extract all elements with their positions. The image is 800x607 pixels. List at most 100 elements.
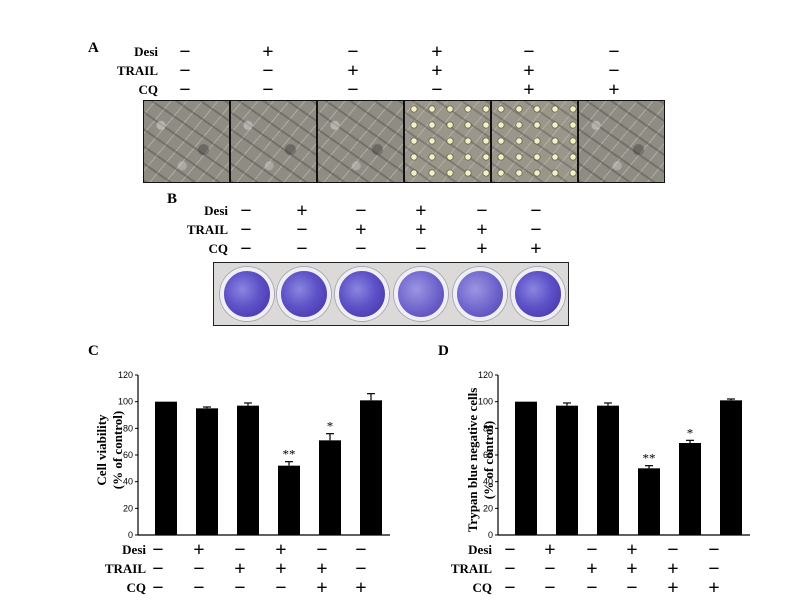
panel-d-cq-sign-5: + <box>667 577 679 599</box>
panel-c-bar-1 <box>155 401 177 535</box>
panel-c-trail-label: TRAIL <box>104 561 146 576</box>
panel-c-trail-sign-6: − <box>355 558 367 580</box>
panel-a-trail-sign-5: + <box>523 60 535 82</box>
panel-d-cq-sign-4: − <box>626 577 638 599</box>
panel-c-ytick-label-120: 120 <box>118 370 133 380</box>
well-4 <box>394 267 448 321</box>
panel-c-desi-sign-2: + <box>193 539 205 561</box>
panel-b-cq-sign-4: − <box>415 238 427 260</box>
panel-c-bar-6 <box>360 400 382 535</box>
panel-c-cq-sign-1: − <box>152 577 164 599</box>
panel-d-trail-label: TRAIL <box>450 561 492 576</box>
panel-c-bar-4 <box>278 465 300 535</box>
panel-a-trail-sign-3: + <box>347 60 359 82</box>
panel-b-trail-sign-4: + <box>415 219 427 241</box>
panel-d-ytick-label-100: 100 <box>478 397 493 407</box>
panel-c-trail-sign-4: + <box>275 558 287 580</box>
panel-c-desi-sign-5: − <box>316 539 328 561</box>
panel-c-significance-4: ** <box>283 447 296 462</box>
panel-d-ytick-label-80: 80 <box>483 423 493 433</box>
panel-d-desi-sign-5: − <box>667 539 679 561</box>
panel-c-trail-sign-5: + <box>316 558 328 580</box>
panel-c-significance-5: * <box>327 419 334 434</box>
panel-a-trail-sign-1: − <box>179 60 191 82</box>
panel-b-desi-sign-3: − <box>355 200 367 222</box>
panel-d-ytick-label-40: 40 <box>483 477 493 487</box>
panel-d-desi-sign-4: + <box>626 539 638 561</box>
panel-b-cq-sign-5: + <box>476 238 488 260</box>
panel-d-cq-sign-6: + <box>708 577 720 599</box>
panel-d-trail-sign-2: − <box>544 558 556 580</box>
panel-c-bar-2 <box>196 408 218 535</box>
panel-c-trail-sign-1: − <box>152 558 164 580</box>
panel-d-ytick-label-0: 0 <box>488 530 493 540</box>
panel-d-cq-sign-3: − <box>586 577 598 599</box>
panel-b-desi-sign-2: + <box>296 200 308 222</box>
panel-a-desi-sign-6: − <box>608 41 620 63</box>
panel-b-desi-label: Desi <box>204 203 228 218</box>
panel-b-desi-sign-6: − <box>530 200 542 222</box>
panel-c-ylabel-line1: Cell viability <box>94 414 109 486</box>
panel-a-desi-sign-2: + <box>262 41 274 63</box>
well-1 <box>220 267 274 321</box>
panel-a-trail-label: TRAIL <box>116 63 158 78</box>
panel-d-desi-sign-3: − <box>586 539 598 561</box>
micrograph-5 <box>491 100 578 183</box>
panel-d-trail-sign-4: + <box>626 558 638 580</box>
panel-c-desi-label: Desi <box>122 542 146 557</box>
panel-c-desi-sign-1: − <box>152 539 164 561</box>
panel-d-trail-sign-6: − <box>708 558 720 580</box>
panel-d-cq-sign-1: − <box>504 577 516 599</box>
panel-a-desi-label: Desi <box>134 44 158 59</box>
panel-c-ytick-label-0: 0 <box>128 530 133 540</box>
panel-d-letter: D <box>438 343 449 359</box>
panel-b-trail-sign-3: + <box>355 219 367 241</box>
panel-b-cq-label: CQ <box>208 241 229 256</box>
panel-c-ytick-label-80: 80 <box>123 423 133 433</box>
panel-a-cq-sign-1: − <box>179 79 191 101</box>
panel-b-trail-sign-1: − <box>240 219 252 241</box>
panel-b-desi-sign-1: − <box>240 200 252 222</box>
panel-c-ytick-label-20: 20 <box>123 503 133 513</box>
micrograph-6 <box>578 100 665 183</box>
panel-b-desi-sign-4: + <box>415 200 427 222</box>
panel-d-desi-sign-1: − <box>504 539 516 561</box>
panel-c-cq-sign-5: + <box>316 577 328 599</box>
panel-c-bar-5 <box>319 440 341 535</box>
well-3 <box>335 267 389 321</box>
panel-c-letter: C <box>88 343 99 359</box>
panel-c-trail-sign-2: − <box>193 558 205 580</box>
well-5 <box>453 267 507 321</box>
panel-c-cq-sign-4: − <box>275 577 287 599</box>
panel-b-cq-sign-3: − <box>355 238 367 260</box>
panel-c-ytick-label-40: 40 <box>123 477 133 487</box>
panel-c-desi-sign-6: − <box>355 539 367 561</box>
panel-b-desi-sign-5: − <box>476 200 488 222</box>
panel-a-cq-sign-4: − <box>431 79 443 101</box>
panel-a-trail-sign-2: − <box>262 60 274 82</box>
panel-c-ytick-label-100: 100 <box>118 397 133 407</box>
panel-a-desi-sign-1: − <box>179 41 191 63</box>
panel-a-letter: A <box>88 40 99 56</box>
panel-d-significance-5: * <box>687 425 694 440</box>
panel-d-bar-2 <box>556 405 578 535</box>
panel-c-cq-label: CQ <box>126 580 147 595</box>
panel-a-cq-sign-2: − <box>262 79 274 101</box>
panel-c-trail-sign-3: + <box>234 558 246 580</box>
panel-a-cq-sign-3: − <box>347 79 359 101</box>
panel-d-cq-sign-2: − <box>544 577 556 599</box>
panel-b-letter: B <box>167 191 178 207</box>
panel-d-desi-sign-6: − <box>708 539 720 561</box>
panel-d-cq-label: CQ <box>472 580 493 595</box>
panel-b-trail-sign-6: − <box>530 219 542 241</box>
micrograph-3 <box>317 100 404 183</box>
panel-c-cq-sign-3: − <box>234 577 246 599</box>
panel-a-trail-sign-6: − <box>608 60 620 82</box>
panel-d-desi-sign-2: + <box>544 539 556 561</box>
panel-b-cq-sign-2: − <box>296 238 308 260</box>
panel-d-trail-sign-3: + <box>586 558 598 580</box>
panel-b-trail-sign-2: − <box>296 219 308 241</box>
panel-c-cq-sign-2: − <box>193 577 205 599</box>
panel-d-ytick-label-60: 60 <box>483 450 493 460</box>
